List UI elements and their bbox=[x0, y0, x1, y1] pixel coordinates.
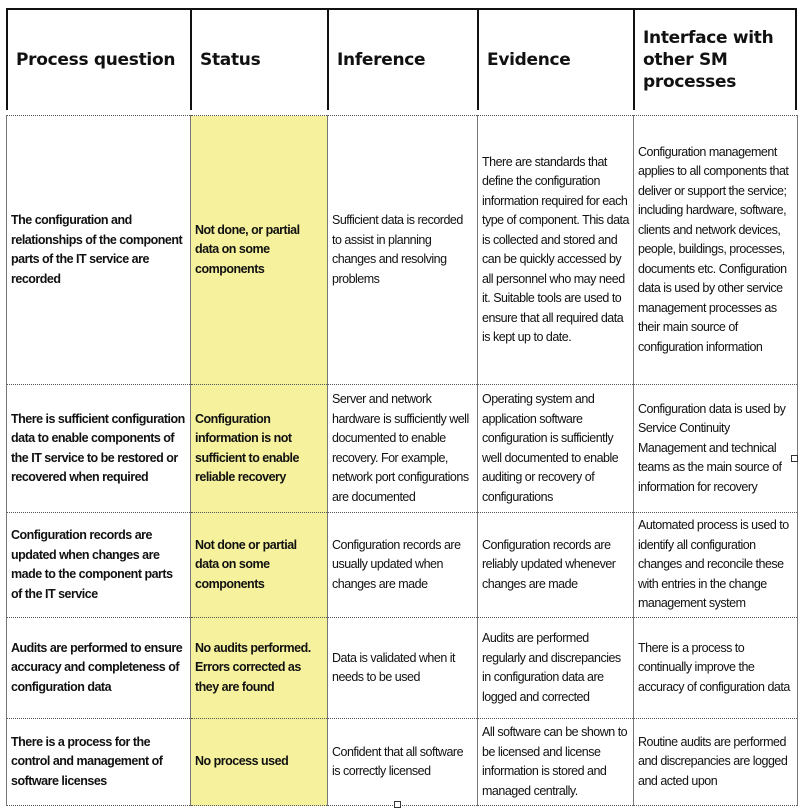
cell-inference: Server and network hardware is sufficien… bbox=[327, 384, 478, 513]
cell-status: No process used bbox=[190, 718, 328, 806]
cell-evidence: There are standards that define the conf… bbox=[477, 115, 634, 385]
table-row: Audits are performed to ensure accuracy … bbox=[6, 617, 798, 719]
cell-status: Not done or partial data on some compone… bbox=[190, 512, 328, 618]
cell-evidence: Configuration records are reliably updat… bbox=[477, 512, 634, 618]
cell-interface: Configuration data is used by Service Co… bbox=[633, 384, 798, 513]
table-row: The configuration and relationships of t… bbox=[6, 115, 798, 385]
cell-process-question: Audits are performed to ensure accuracy … bbox=[6, 617, 191, 719]
cell-evidence: Audits are performed regularly and discr… bbox=[477, 617, 634, 719]
cell-interface: Routine audits are performed and discrep… bbox=[633, 718, 798, 806]
table-header: Process question Status Inference Eviden… bbox=[6, 8, 797, 110]
header-interface: Interface with other SM processes bbox=[633, 10, 797, 110]
table-row: There is sufficient configuration data t… bbox=[6, 384, 798, 513]
cell-process-question: There is sufficient configuration data t… bbox=[6, 384, 191, 513]
cell-status: No audits performed. Errors corrected as… bbox=[190, 617, 328, 719]
cell-inference: Configuration records are usually update… bbox=[327, 512, 478, 618]
cell-interface: There is a process to continually improv… bbox=[633, 617, 798, 719]
header-inference: Inference bbox=[327, 10, 477, 110]
cell-interface: Configuration management applies to all … bbox=[633, 115, 798, 385]
cell-process-question: Configuration records are updated when c… bbox=[6, 512, 191, 618]
resize-handle bbox=[791, 455, 798, 462]
process-table: The configuration and relationships of t… bbox=[6, 115, 798, 806]
resize-handle bbox=[394, 801, 401, 808]
table-row: Configuration records are updated when c… bbox=[6, 512, 798, 618]
cell-inference: Confident that all software is correctly… bbox=[327, 718, 478, 806]
cell-inference: Sufficient data is recorded to assist in… bbox=[327, 115, 478, 385]
cell-interface: Automated process is used to identify al… bbox=[633, 512, 798, 618]
cell-evidence: All software can be shown to be licensed… bbox=[477, 718, 634, 806]
header-process-question: Process question bbox=[6, 10, 190, 110]
header-evidence: Evidence bbox=[477, 10, 633, 110]
cell-status: Not done, or partial data on some compon… bbox=[190, 115, 328, 385]
cell-process-question: There is a process for the control and m… bbox=[6, 718, 191, 806]
table-row: There is a process for the control and m… bbox=[6, 718, 798, 806]
cell-inference: Data is validated when it needs to be us… bbox=[327, 617, 478, 719]
cell-evidence: Operating system and application softwar… bbox=[477, 384, 634, 513]
cell-process-question: The configuration and relationships of t… bbox=[6, 115, 191, 385]
cell-status: Configuration information is not suffici… bbox=[190, 384, 328, 513]
header-status: Status bbox=[190, 10, 327, 110]
